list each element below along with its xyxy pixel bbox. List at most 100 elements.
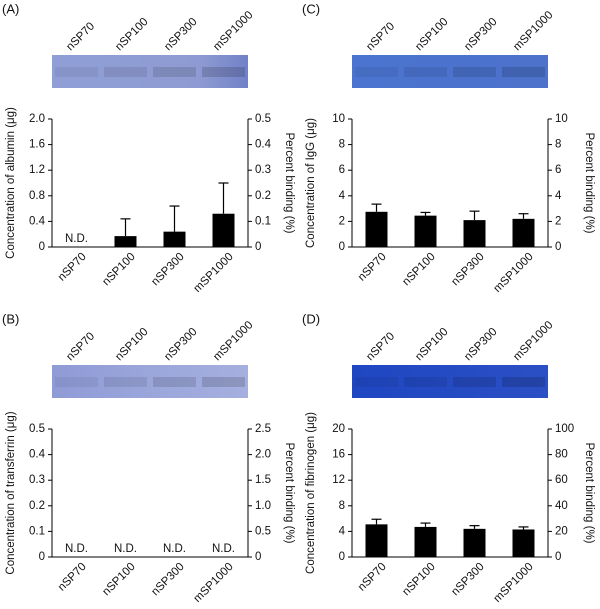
panel-label: (B): [2, 311, 19, 326]
y-tick-label: 0.4: [29, 215, 46, 227]
value-label: N.D.: [65, 233, 88, 245]
gel-lane-label: nSP100: [113, 16, 150, 53]
gel-lane-label: nSP100: [113, 326, 150, 363]
gel-image: [352, 55, 548, 88]
y-tick-label: 12: [332, 474, 345, 486]
gel-lane-label: nSP300: [462, 326, 499, 363]
value-label: N.D.: [212, 543, 235, 555]
y-axis-label: Concentration of IgG (μg): [305, 118, 317, 248]
y2-tick-label: 0: [555, 551, 561, 563]
y-axis-label: Concentration of albumin (μg): [5, 107, 17, 259]
y2-axis-label: Percent binding (%): [583, 443, 595, 544]
gel-lane-label: nSP70: [64, 20, 97, 53]
y2-tick-label: 2.0: [255, 449, 271, 461]
y2-tick-label: 100: [555, 423, 574, 435]
gel-band: [104, 67, 147, 77]
y-tick-label: 0.3: [29, 474, 45, 486]
panel-label: (A): [2, 1, 19, 16]
gel-image: [52, 365, 248, 398]
gel-lane-label: nSP300: [162, 326, 199, 363]
gel-image: [52, 55, 248, 88]
gel-band: [502, 377, 545, 387]
gel-lane-label: mSP1000: [511, 319, 555, 363]
y-tick-label: 1.6: [29, 139, 45, 151]
x-tick-label: nSP100: [400, 251, 437, 288]
gel-band: [202, 67, 245, 77]
gel-lane-label: nSP100: [413, 326, 450, 363]
y-tick-label: 2: [339, 215, 345, 227]
bar: [463, 220, 486, 247]
value-label: N.D.: [163, 543, 186, 555]
y2-tick-label: 0.3: [255, 164, 271, 176]
value-label: N.D.: [65, 543, 88, 555]
gel-lane-label: nSP70: [364, 20, 397, 53]
y2-tick-label: 40: [555, 500, 568, 512]
y2-tick-label: 0: [255, 551, 261, 563]
y2-axis-label: Percent binding (%): [583, 133, 595, 234]
panel: (D)nSP70 nSP100 nSP300 mSP10000481216200204…: [302, 311, 595, 605]
y2-tick-label: 20: [555, 525, 568, 537]
y-tick-label: 0: [39, 551, 45, 563]
y-tick-label: 0.2: [29, 500, 45, 512]
gel-band: [404, 377, 447, 387]
panel: (A)nSP70 nSP100 nSP300 mSP100000.40.81.21.6…: [2, 1, 295, 295]
bar: [463, 528, 486, 557]
y2-tick-label: 4: [555, 190, 562, 202]
gel-band: [55, 67, 98, 77]
gel-band: [153, 67, 196, 77]
y-tick-label: 20: [332, 423, 345, 435]
gel-band: [202, 377, 245, 387]
gel-band: [355, 67, 398, 77]
y-tick-label: 6: [339, 164, 345, 176]
y-tick-label: 0.1: [29, 525, 45, 537]
y2-tick-label: 0.1: [255, 215, 271, 227]
panel-label: (C): [302, 1, 320, 16]
value-label: N.D.: [114, 543, 137, 555]
y2-tick-label: 8: [555, 139, 561, 151]
y2-tick-label: 6: [555, 164, 561, 176]
y-tick-label: 4: [339, 190, 346, 202]
bar: [114, 236, 137, 247]
y-tick-label: 0: [39, 241, 45, 253]
x-tick-label: nSP300: [149, 561, 186, 598]
bar: [365, 524, 388, 557]
x-tick-label: nSP70: [56, 251, 89, 284]
y-tick-label: 0: [339, 551, 345, 563]
gel-lane-label: mSP1000: [211, 319, 255, 363]
x-tick-label: mSP1000: [192, 561, 236, 605]
gel-band: [453, 67, 496, 77]
x-tick-label: nSP300: [449, 251, 486, 288]
panel: (B)nSP70 nSP100 nSP300 mSP100000.10.20.30.4…: [2, 311, 295, 605]
y2-axis-label: Percent binding (%): [283, 443, 295, 544]
x-tick-label: nSP300: [449, 561, 486, 598]
panel-label: (D): [302, 311, 320, 326]
gel-lane-label: nSP100: [413, 16, 450, 53]
bar: [163, 231, 186, 247]
panel: (C)nSP70 nSP100 nSP300 mSP10000246810024681…: [302, 1, 595, 295]
y2-tick-label: 0.4: [255, 139, 272, 151]
x-tick-label: nSP70: [356, 561, 389, 594]
gel-band: [153, 377, 196, 387]
gel-band: [55, 377, 98, 387]
y-tick-label: 0.5: [29, 423, 45, 435]
x-tick-label: mSP1000: [492, 251, 536, 295]
x-tick-label: nSP70: [56, 561, 89, 594]
bar: [365, 211, 388, 247]
gel-band: [404, 67, 447, 77]
y-axis-label: Concentration of fibrinogen (μg): [305, 412, 317, 574]
x-tick-label: nSP100: [100, 251, 137, 288]
y2-tick-label: 0.5: [255, 113, 271, 125]
y-tick-label: 10: [332, 113, 345, 125]
gel-band: [355, 377, 398, 387]
y2-tick-label: 60: [555, 474, 568, 486]
y2-tick-label: 1.0: [255, 500, 271, 512]
bar: [512, 529, 535, 557]
y2-tick-label: 0.5: [255, 525, 271, 537]
bar: [512, 218, 535, 247]
gel-band: [104, 377, 147, 387]
x-tick-label: mSP1000: [492, 561, 536, 605]
y-axis-label: Concentration of transferrin (μg): [5, 411, 17, 574]
y2-tick-label: 1.5: [255, 474, 271, 486]
y-tick-label: 8: [339, 500, 345, 512]
